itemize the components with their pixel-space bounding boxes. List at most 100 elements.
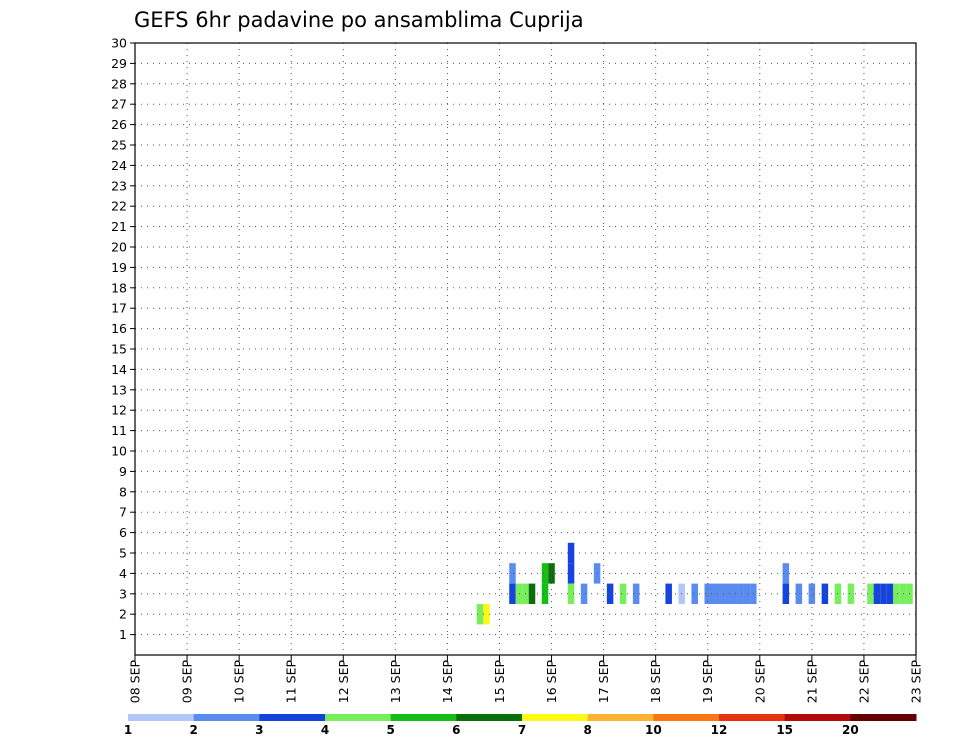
heatmap-cells [476, 542, 913, 625]
heatmap-cell [821, 583, 829, 604]
heatmap-cell [717, 583, 725, 604]
y-tick-label: 18 [111, 280, 127, 295]
x-tick-label: 16 SEP [544, 660, 559, 704]
grid-lines [135, 42, 916, 655]
colorbar-swatch [719, 714, 786, 721]
y-tick-label: 1 [119, 627, 127, 642]
heatmap-cell [873, 583, 881, 604]
colorbar-swatch [193, 714, 260, 721]
colorbar-swatch [456, 714, 523, 721]
heatmap-cell [867, 583, 874, 604]
heatmap-cell [743, 583, 751, 604]
chart-title: GEFS 6hr padavine po ansamblima Cuprija [134, 8, 584, 32]
x-tick-label: 17 SEP [596, 660, 611, 704]
colorbar-swatch [259, 714, 326, 721]
colorbar-swatch [522, 714, 589, 721]
x-tick-label: 18 SEP [648, 660, 663, 704]
y-tick-label: 16 [111, 321, 127, 336]
colorbar-swatch [653, 714, 720, 721]
y-tick-label: 4 [119, 566, 127, 581]
y-axis-ticks: 1234567891011121314151617181920212223242… [111, 36, 135, 642]
y-tick-label: 10 [111, 444, 127, 459]
heatmap-cell [665, 583, 672, 604]
colorbar-label: 4 [321, 723, 329, 737]
x-axis-ticks: 08 SEP 09 SEP 10 SEP 11 SEP 12 SEP 13 SEP 14 S… [128, 655, 924, 703]
y-tick-label: 11 [111, 423, 127, 438]
y-tick-label: 19 [111, 260, 127, 275]
heatmap-cell [509, 583, 516, 604]
y-tick-label: 3 [119, 586, 127, 601]
colorbar: 1 2 3 4 5 6 7 8 10 12 15 20 [124, 714, 917, 737]
y-tick-label: 6 [119, 525, 127, 540]
colorbar-swatch [325, 714, 392, 721]
heatmap-cell [724, 583, 731, 604]
colorbar-label: 7 [518, 723, 526, 737]
x-tick-label: 15 SEP [492, 660, 507, 704]
x-tick-label: 08 SEP [128, 660, 143, 704]
colorbar-label: 6 [452, 723, 460, 737]
colorbar-label: 15 [776, 723, 793, 737]
y-tick-label: 26 [111, 117, 127, 132]
y-tick-label: 30 [111, 36, 127, 51]
heatmap-cell [893, 583, 900, 604]
colorbar-swatch [128, 714, 195, 721]
colorbar-swatch [390, 714, 457, 721]
y-tick-label: 9 [119, 464, 127, 479]
heatmap-cell [476, 604, 484, 625]
x-tick-label: 21 SEP [804, 660, 819, 704]
heatmap-cell [483, 604, 490, 625]
heatmap-cell [782, 563, 790, 584]
y-tick-label: 7 [119, 505, 127, 520]
y-tick-label: 14 [111, 362, 127, 377]
heatmap-cell [567, 583, 575, 604]
x-tick-label: 22 SEP [856, 660, 871, 704]
colorbar-label: 3 [255, 723, 263, 737]
colorbar-label: 12 [711, 723, 728, 737]
colorbar-label: 5 [386, 723, 394, 737]
heatmap-cell [541, 563, 549, 584]
heatmap-cell [808, 583, 816, 604]
heatmap-cell [795, 583, 803, 604]
heatmap-cell [528, 583, 536, 604]
y-tick-label: 22 [111, 199, 127, 214]
y-tick-label: 17 [111, 301, 127, 316]
heatmap-cell [782, 583, 790, 604]
y-tick-label: 5 [119, 546, 127, 561]
colorbar-swatch [850, 714, 917, 721]
heatmap-cell [632, 583, 640, 604]
heatmap-cell [847, 583, 855, 604]
y-tick-label: 15 [111, 342, 127, 357]
heatmap-cell [619, 583, 627, 604]
heatmap-cell [737, 583, 744, 604]
x-tick-label: 12 SEP [336, 660, 351, 704]
heatmap-cell [567, 563, 575, 584]
x-tick-label: 14 SEP [440, 660, 455, 704]
heatmap-cell [704, 583, 711, 604]
y-tick-label: 27 [111, 97, 127, 112]
y-tick-label: 21 [111, 219, 127, 234]
x-tick-label: 20 SEP [752, 660, 767, 704]
y-tick-label: 8 [119, 484, 127, 499]
x-tick-label: 19 SEP [700, 660, 715, 704]
heatmap-cell [886, 583, 894, 604]
heatmap-cell [509, 563, 516, 584]
y-tick-label: 12 [111, 403, 127, 418]
y-tick-label: 29 [111, 56, 127, 71]
heatmap-cell [880, 583, 887, 604]
heatmap-cell [515, 583, 523, 604]
y-tick-label: 2 [119, 607, 127, 622]
y-tick-label: 13 [111, 382, 127, 397]
heatmap-cell [548, 563, 555, 584]
colorbar-swatch [784, 714, 851, 721]
y-tick-label: 23 [111, 178, 127, 193]
heatmap-cell [606, 583, 614, 604]
heatmap-cell [541, 583, 549, 604]
x-tick-label: 11 SEP [284, 660, 299, 704]
heatmap-cell [567, 542, 575, 564]
colorbar-label: 10 [645, 723, 662, 737]
x-tick-label: 23 SEP [909, 660, 924, 704]
colorbar-label: 20 [842, 723, 859, 737]
heatmap-cell [710, 583, 718, 604]
colorbar-label: 8 [583, 723, 591, 737]
